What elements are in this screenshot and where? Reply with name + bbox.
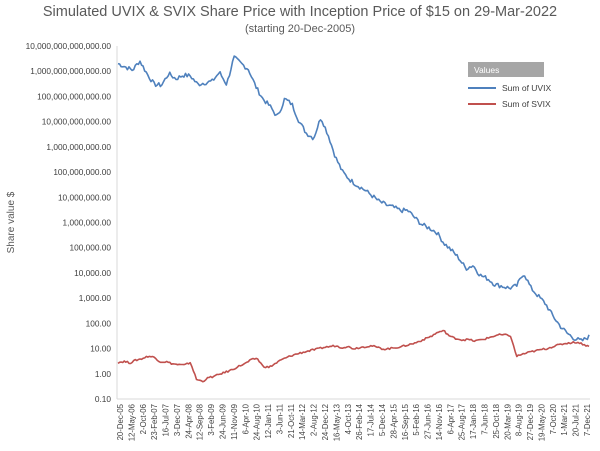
- x-tick-label: 6-Apr-10: [241, 403, 250, 434]
- x-tick-label: 11-Nov-09: [230, 404, 239, 440]
- x-tick-label: 7-Jun-18: [480, 404, 489, 435]
- x-tick-label: 14-Mar-12: [298, 404, 307, 440]
- x-tick-label: 23-Feb-07: [150, 404, 159, 440]
- x-tick-label: 17-Jan-18: [469, 404, 478, 439]
- y-tick-label: 10,000.00: [74, 268, 111, 278]
- x-tick-label: 14-Nov-16: [435, 404, 444, 440]
- x-tick-label: 20-Jul-21: [572, 404, 581, 437]
- chart-subtitle: (starting 20-Dec-2005): [244, 23, 356, 35]
- x-tick-label: 3-Jun-11: [275, 404, 284, 434]
- y-tick-label: 10,000,000,000.00: [42, 117, 112, 127]
- legend-header-box: [468, 62, 544, 77]
- x-tick-label: 5-Feb-16: [412, 404, 421, 436]
- x-tick-label: 2-Aug-12: [310, 404, 319, 436]
- x-tick-label: 16-May-13: [332, 404, 341, 441]
- legend-label: Sum of UVIX: [502, 83, 551, 93]
- x-tick-label: 12-Jan-11: [264, 404, 273, 439]
- x-tick-label: 12-May-06: [127, 404, 136, 441]
- x-tick-label: 16-Jul-07: [162, 404, 171, 437]
- x-tick-label: 17-Jul-14: [367, 403, 376, 436]
- x-tick-label: 24-Aug-10: [253, 403, 262, 440]
- x-tick-label: 16-Sep-15: [401, 403, 410, 440]
- x-tick-label: 27-Dec-19: [526, 404, 535, 440]
- x-tick-label: 24-Jun-09: [219, 404, 228, 439]
- y-tick-label: 100,000,000.00: [53, 167, 111, 177]
- x-tick-label: 3-Feb-09: [207, 404, 216, 436]
- legend-title: Values: [474, 65, 499, 75]
- x-tick-label: 24-Apr-08: [184, 404, 193, 439]
- x-tick-label: 12-Sep-08: [196, 404, 205, 440]
- x-tick-label: 5-Dec-14: [378, 403, 387, 436]
- series-line-svix: [117, 329, 590, 383]
- y-tick-label: 10,000,000,000,000.00: [26, 41, 112, 51]
- y-tick-label: 10,000,000.00: [58, 192, 111, 202]
- x-tick-label: 6-Apr-17: [446, 404, 455, 434]
- chart-title: Simulated UVIX & SVIX Share Price with I…: [42, 4, 558, 20]
- y-tick-label: 100.00: [86, 318, 112, 328]
- x-tick-label: 7-Dec-21: [583, 404, 592, 436]
- x-tick-label: 21-Oct-11: [287, 404, 296, 438]
- x-tick-label: 24-Dec-12: [321, 404, 330, 440]
- y-tick-label: 10.00: [90, 344, 111, 354]
- x-tick-label: 25-Oct-18: [492, 404, 501, 439]
- x-tick-label: 25-Aug-17: [458, 404, 467, 440]
- x-tick-label: 7-Oct-20: [549, 403, 558, 434]
- y-tick-label: 1,000.00: [79, 293, 112, 303]
- series-line-uvix: [117, 55, 590, 342]
- y-tick-label: 100,000,000,000.00: [37, 91, 111, 101]
- x-tick-label: 1-Mar-21: [560, 404, 569, 436]
- y-tick-label: 1.00: [95, 369, 112, 379]
- y-tick-label: 1,000,000,000.00: [46, 142, 111, 152]
- x-tick-label: 20-Mar-19: [503, 404, 512, 440]
- x-tick-label: 28-Apr-15: [389, 403, 398, 438]
- x-tick-label: 8-Aug-19: [515, 404, 524, 436]
- x-tick-label: 19-May-20: [537, 403, 546, 441]
- y-tick-label: 1,000,000.00: [63, 218, 112, 228]
- y-tick-label: 1,000,000,000,000.00: [30, 66, 111, 76]
- y-tick-label: 100,000.00: [69, 243, 111, 253]
- legend-label: Sum of SVIX: [502, 99, 551, 109]
- x-tick-label: 4-Oct-13: [344, 404, 353, 434]
- x-tick-label: 27-Jun-16: [424, 404, 433, 439]
- x-tick-label: 3-Dec-07: [173, 404, 182, 436]
- x-tick-label: 2-Oct-06: [139, 404, 148, 434]
- x-tick-label: 26-Feb-14: [355, 403, 364, 440]
- y-tick-label: 0.10: [95, 394, 112, 404]
- y-axis-title: Share value $: [6, 191, 17, 253]
- x-tick-label: 20-Dec-05: [116, 403, 125, 440]
